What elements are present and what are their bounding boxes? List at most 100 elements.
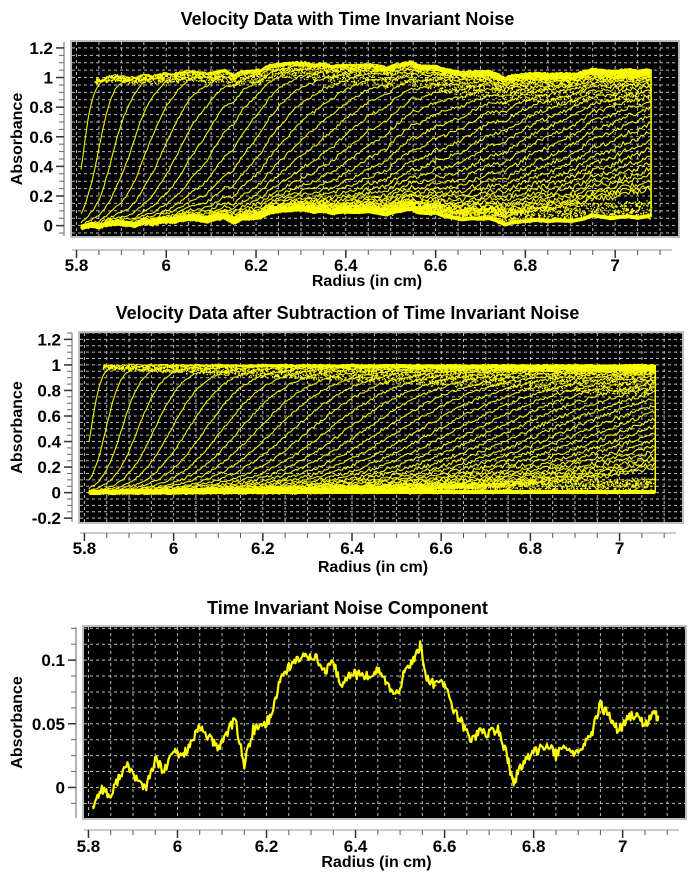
scatter-dot	[243, 215, 245, 217]
scatter-dot	[209, 79, 211, 81]
scatter-dot	[272, 68, 275, 71]
scatter-dot	[487, 77, 489, 79]
scatter-dot	[461, 78, 463, 80]
scatter-dot	[576, 210, 579, 212]
scatter-dot	[173, 222, 175, 224]
scatter-dot	[539, 94, 541, 96]
scatter-dot	[408, 201, 410, 203]
scatter-dot	[417, 200, 419, 203]
scatter-dot	[401, 73, 403, 75]
scatter-dot	[611, 214, 613, 216]
scatter-dot	[169, 216, 172, 218]
scatter-dot	[471, 94, 473, 96]
scatter-dot	[429, 206, 432, 208]
scatter-dot	[142, 81, 145, 83]
scatter-dot	[567, 215, 569, 217]
scatter-dot	[476, 214, 479, 216]
scatter-dot	[446, 207, 448, 209]
scatter-dot	[156, 75, 158, 77]
scatter-dot	[559, 83, 561, 85]
scatter-dot	[274, 69, 276, 71]
scatter-dot	[488, 213, 490, 215]
scatter-dot	[260, 212, 262, 214]
scatter-dot	[449, 77, 451, 80]
scatter-dot	[436, 79, 438, 81]
scatter-dot	[617, 89, 620, 91]
scatter-dot	[497, 213, 499, 215]
scatter-dot	[647, 213, 649, 215]
scatter-dot	[491, 88, 493, 90]
scatter-dot	[404, 80, 406, 82]
scatter-dot	[499, 86, 502, 88]
scatter-dot	[309, 72, 311, 74]
scatter-dot	[163, 78, 165, 80]
scatter-dot	[357, 205, 359, 207]
scatter-dot	[148, 79, 150, 81]
scatter-dot	[557, 98, 559, 100]
scatter-dot	[574, 104, 576, 106]
scatter-dot	[630, 71, 632, 73]
scatter-dot	[420, 82, 422, 85]
scatter-dot	[332, 76, 334, 78]
scatter-dot	[371, 202, 373, 204]
scatter-dot	[580, 78, 583, 80]
scatter-dot	[138, 219, 140, 221]
scatter-dot	[426, 78, 429, 80]
scatter-dot	[177, 82, 179, 84]
scatter-dot	[625, 77, 627, 79]
scatter-dot	[184, 220, 186, 222]
scatter-dot	[291, 203, 293, 205]
scatter-dot	[611, 91, 613, 94]
scatter-dot	[369, 203, 371, 205]
scatter-dot	[468, 207, 470, 209]
scatter-dot	[344, 67, 346, 69]
scatter-dot	[258, 211, 260, 213]
scatter-dot	[534, 213, 536, 215]
scatter-dot	[197, 73, 199, 76]
data-layer	[80, 60, 653, 231]
scatter-dot	[104, 78, 106, 80]
scatter-dot	[477, 91, 479, 93]
scatter-dot	[165, 80, 167, 82]
scatter-dot	[310, 203, 312, 205]
scatter-dot	[544, 88, 546, 90]
scatter-dot	[343, 77, 345, 80]
scatter-dot	[186, 73, 188, 75]
scatter-dot	[448, 90, 450, 92]
scatter-dot	[637, 100, 639, 102]
scatter-dot	[167, 82, 169, 84]
scatter-dot	[637, 76, 639, 78]
scatter-dot	[430, 79, 433, 81]
scatter-dot	[291, 73, 293, 75]
scatter-dot	[309, 68, 311, 71]
scatter-dot	[425, 85, 427, 87]
scatter-dot	[405, 200, 407, 202]
scatter-dot	[437, 65, 439, 68]
scatter-dot	[412, 202, 414, 204]
scatter-dot	[364, 73, 366, 75]
scatter-dot	[280, 72, 283, 74]
scatter-dot	[441, 77, 443, 79]
scatter-dot	[332, 74, 334, 76]
scatter-dot	[181, 74, 184, 77]
scatter-dot	[156, 77, 158, 79]
scatter-dot	[327, 206, 330, 208]
scatter-dot	[313, 205, 315, 208]
scatter-dot	[575, 99, 578, 101]
scatter-dot	[549, 79, 551, 81]
scatter-dot	[162, 77, 164, 80]
scatter-dot	[569, 211, 571, 213]
scatter-dot	[204, 76, 206, 78]
scatter-dot	[505, 216, 507, 219]
scatter-dot	[146, 75, 148, 78]
scatter-dot	[641, 73, 643, 75]
scatter-dot	[142, 223, 145, 225]
scatter-dot	[389, 78, 392, 80]
scatter-dot	[488, 84, 490, 86]
scatter-dot	[487, 208, 489, 210]
scatter-dot	[347, 75, 350, 77]
scatter-dot	[610, 74, 612, 76]
scatter-dot	[639, 79, 641, 82]
scatter-dot	[283, 67, 286, 70]
scatter-dot	[339, 77, 341, 80]
